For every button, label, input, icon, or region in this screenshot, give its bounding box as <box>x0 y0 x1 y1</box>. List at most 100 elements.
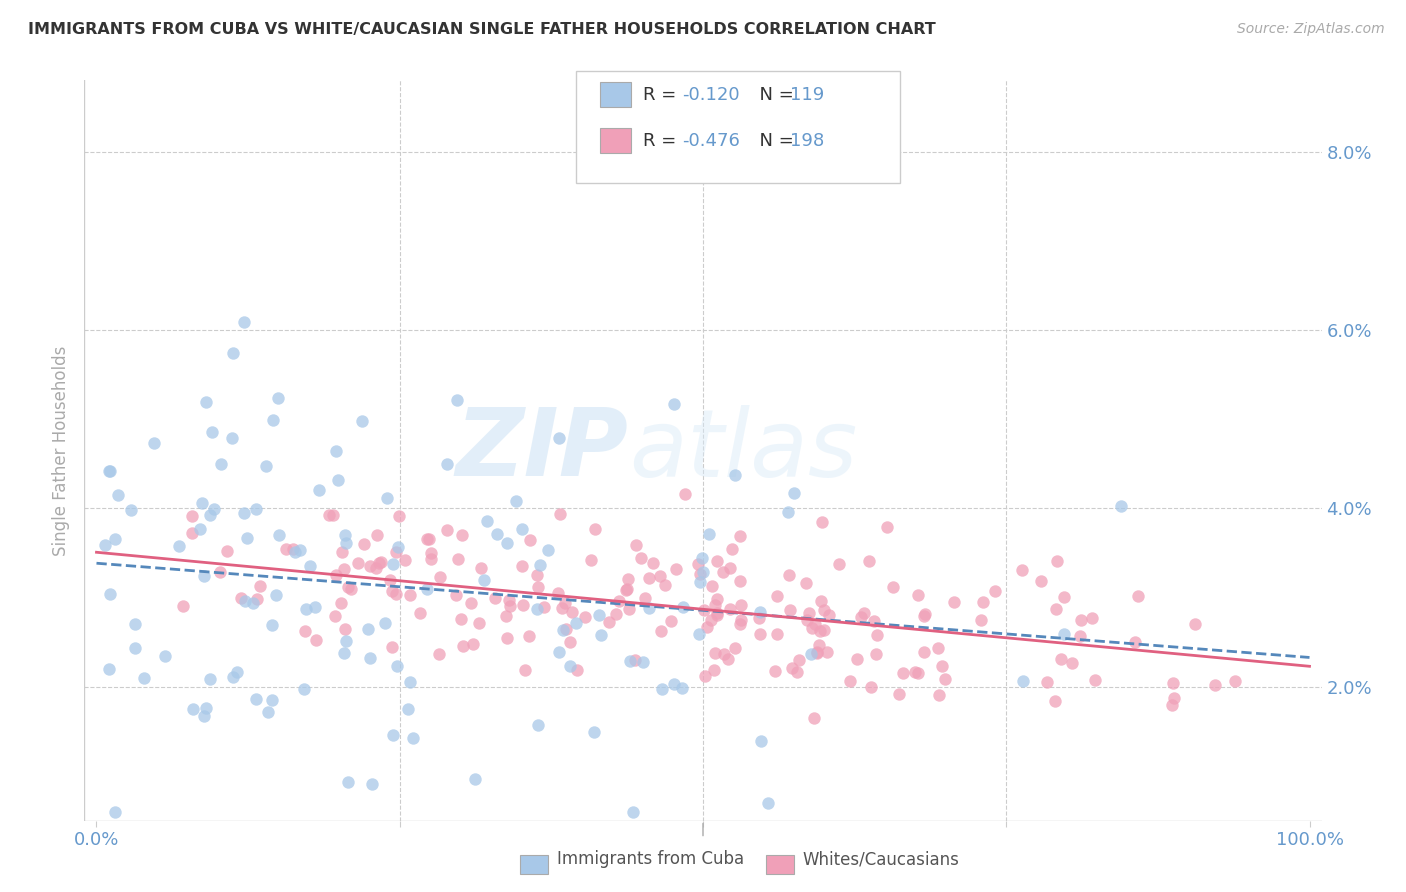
Point <box>446 551 468 566</box>
Point <box>748 605 770 619</box>
Point <box>468 615 491 630</box>
Point <box>591 628 613 642</box>
Point <box>436 523 458 537</box>
Point <box>153 648 176 663</box>
Point <box>98 662 121 676</box>
Point <box>780 661 803 675</box>
Point <box>94 538 117 552</box>
Point <box>104 533 127 547</box>
Point <box>505 494 527 508</box>
Point <box>693 603 716 617</box>
Point <box>804 617 827 632</box>
Point <box>284 545 307 559</box>
Point <box>257 705 280 719</box>
Point <box>1045 601 1067 615</box>
Point <box>849 610 872 624</box>
Point <box>360 777 382 791</box>
Point <box>402 731 425 745</box>
Point <box>689 567 711 582</box>
Point <box>818 608 841 623</box>
Point <box>382 558 405 572</box>
Point <box>887 687 910 701</box>
Point <box>619 602 641 616</box>
Point <box>799 607 821 621</box>
Point <box>778 567 800 582</box>
Point <box>548 431 571 445</box>
Point <box>713 647 735 661</box>
Point <box>333 527 356 541</box>
Point <box>779 603 801 617</box>
Point <box>1036 674 1059 689</box>
Text: -0.120: -0.120 <box>682 86 740 103</box>
Point <box>748 627 770 641</box>
Point <box>387 658 409 673</box>
Point <box>972 595 994 609</box>
Point <box>624 539 647 553</box>
Point <box>813 624 835 638</box>
Point <box>245 692 267 706</box>
Point <box>381 640 404 654</box>
Point <box>1046 554 1069 568</box>
Point <box>436 457 458 471</box>
Point <box>398 588 420 602</box>
Point <box>418 532 440 546</box>
Point <box>537 542 560 557</box>
Point <box>800 622 823 636</box>
Point <box>583 522 606 536</box>
Point <box>470 560 492 574</box>
Point <box>806 645 828 659</box>
Point <box>387 540 409 554</box>
Point <box>183 702 205 716</box>
Point <box>693 669 716 683</box>
Point <box>209 457 232 471</box>
Text: 198: 198 <box>790 132 824 150</box>
Point <box>624 653 647 667</box>
Text: atlas: atlas <box>628 405 858 496</box>
Point <box>330 545 353 559</box>
Point <box>728 574 751 589</box>
Point <box>394 553 416 567</box>
Point <box>202 502 225 516</box>
Point <box>496 631 519 645</box>
Point <box>654 577 676 591</box>
Point <box>616 582 638 596</box>
Point <box>453 639 475 653</box>
Point <box>194 395 217 409</box>
Point <box>510 522 533 536</box>
Point <box>167 539 190 553</box>
Point <box>323 609 346 624</box>
Point <box>787 652 810 666</box>
Point <box>229 591 252 606</box>
Point <box>696 620 718 634</box>
Point <box>236 531 259 545</box>
Point <box>704 646 727 660</box>
Point <box>254 458 277 473</box>
Text: R =: R = <box>643 86 682 103</box>
Point <box>672 599 695 614</box>
Point <box>706 606 728 620</box>
Point <box>276 541 298 556</box>
Point <box>496 535 519 549</box>
Point <box>970 613 993 627</box>
Point <box>711 565 734 579</box>
Point <box>325 444 347 458</box>
Point <box>1053 591 1076 605</box>
Point <box>446 392 468 407</box>
Point <box>396 701 419 715</box>
Point <box>706 554 728 568</box>
Point <box>498 593 520 607</box>
Point <box>181 525 204 540</box>
Point <box>513 663 536 677</box>
Point <box>124 616 146 631</box>
Text: IMMIGRANTS FROM CUBA VS WHITE/CAUCASIAN SINGLE FATHER HOUSEHOLDS CORRELATION CHA: IMMIGRANTS FROM CUBA VS WHITE/CAUCASIAN … <box>28 22 936 37</box>
Point <box>233 506 256 520</box>
Point <box>689 575 711 590</box>
Point <box>607 594 630 608</box>
Point <box>460 596 482 610</box>
Point <box>786 665 808 679</box>
Point <box>352 414 374 428</box>
Point <box>304 599 326 614</box>
Point <box>1109 499 1132 513</box>
Point <box>221 431 243 445</box>
Point <box>198 508 221 523</box>
